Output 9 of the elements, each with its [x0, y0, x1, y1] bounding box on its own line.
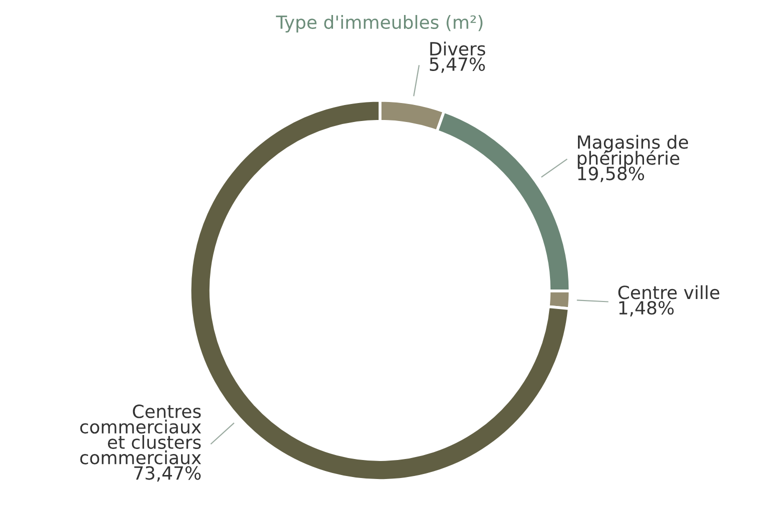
data-label: 1,48% [619, 301, 674, 317]
data-label: 5,47% [430, 57, 485, 73]
data-label: 73,47% [134, 466, 201, 482]
slice-label: Centres commerciaux et clusters commerciaux [80, 404, 202, 464]
data-label: 19,58% [578, 166, 644, 182]
slice-label: Divers [430, 42, 486, 56]
chart-title: Type d'immeubles (m²) [276, 15, 482, 32]
slice-label: Centre ville [618, 285, 720, 300]
slice-label: Magasins de phériphérie [578, 134, 688, 168]
